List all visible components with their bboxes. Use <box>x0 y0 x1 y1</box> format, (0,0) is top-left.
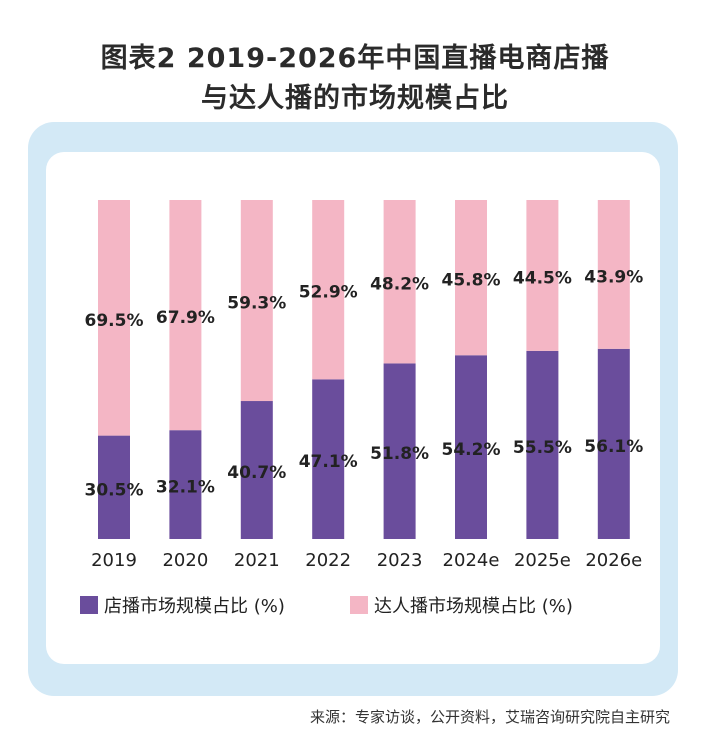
bar-store-2025e <box>526 350 559 539</box>
label-influencer-2023: 48.2% <box>370 275 429 295</box>
label-influencer-2020: 67.9% <box>156 308 215 328</box>
label-influencer-2024e: 45.8% <box>442 271 501 291</box>
label-store-2022: 47.1% <box>299 452 358 472</box>
x-tick-2022: 2022 <box>305 550 351 571</box>
bars-layer <box>98 200 630 539</box>
x-axis-ticks: 2019 2020 2021 2022 2023 2024e 2025e 2026e <box>91 550 642 571</box>
label-store-2019: 30.5% <box>85 480 144 500</box>
legend-swatch-store <box>80 596 98 614</box>
label-store-2025e: 55.5% <box>513 438 572 458</box>
bar-store-2021 <box>240 401 273 539</box>
bar-influencer-2021 <box>240 200 273 402</box>
bar-influencer-2019 <box>98 200 130 436</box>
bar-influencer-2024e <box>455 200 487 356</box>
bar-store-2022 <box>312 379 345 539</box>
x-tick-2020: 2020 <box>162 550 208 571</box>
bar-store-2020 <box>169 430 202 539</box>
bar-influencer-2022 <box>312 200 345 380</box>
bar-store-2019 <box>98 435 130 539</box>
bar-store-2024e <box>455 355 487 539</box>
label-influencer-2025e: 44.5% <box>513 268 572 288</box>
label-store-2024e: 54.2% <box>442 440 501 460</box>
label-store-2020: 32.1% <box>156 478 215 498</box>
x-tick-2024e: 2024e <box>443 550 500 571</box>
label-store-2023: 51.8% <box>370 444 429 464</box>
label-store-2026e: 56.1% <box>584 437 643 457</box>
x-tick-2019: 2019 <box>91 550 137 571</box>
chart-title-line-2: 与达人播的市场规模占比 <box>201 83 509 114</box>
label-store-2021: 40.7% <box>227 463 286 483</box>
legend-label-influencer: 达人播市场规模占比 (%) <box>374 596 573 617</box>
source-note: 来源：专家访谈，公开资料，艾瑞咨询研究院自主研究 <box>309 708 670 726</box>
bar-influencer-2026e <box>597 200 630 349</box>
bar-influencer-2025e <box>526 200 559 351</box>
legend-label-store: 店播市场规模占比 (%) <box>104 596 285 617</box>
x-tick-2023: 2023 <box>377 550 423 571</box>
legend-swatch-influencer <box>350 596 368 614</box>
chart-title-line-1: 图表2 2019-2026年中国直播电商店播 <box>100 43 610 74</box>
x-tick-2021: 2021 <box>234 550 280 571</box>
bar-store-2026e <box>597 348 630 539</box>
label-influencer-2022: 52.9% <box>299 283 358 303</box>
x-tick-2026e: 2026e <box>585 550 642 571</box>
bar-influencer-2020 <box>169 200 202 431</box>
bar-store-2023 <box>383 363 416 539</box>
label-influencer-2021: 59.3% <box>227 294 286 314</box>
x-tick-2025e: 2025e <box>514 550 571 571</box>
legend: 店播市场规模占比 (%) 达人播市场规模占比 (%) <box>80 596 573 617</box>
label-influencer-2019: 69.5% <box>85 311 144 331</box>
data-labels-layer: 30.5% 69.5% 32.1% 67.9% 40.7% 59.3% 47.1% 52.9%… <box>85 267 644 500</box>
bar-influencer-2023 <box>383 200 416 364</box>
label-influencer-2026e: 43.9% <box>584 267 643 287</box>
